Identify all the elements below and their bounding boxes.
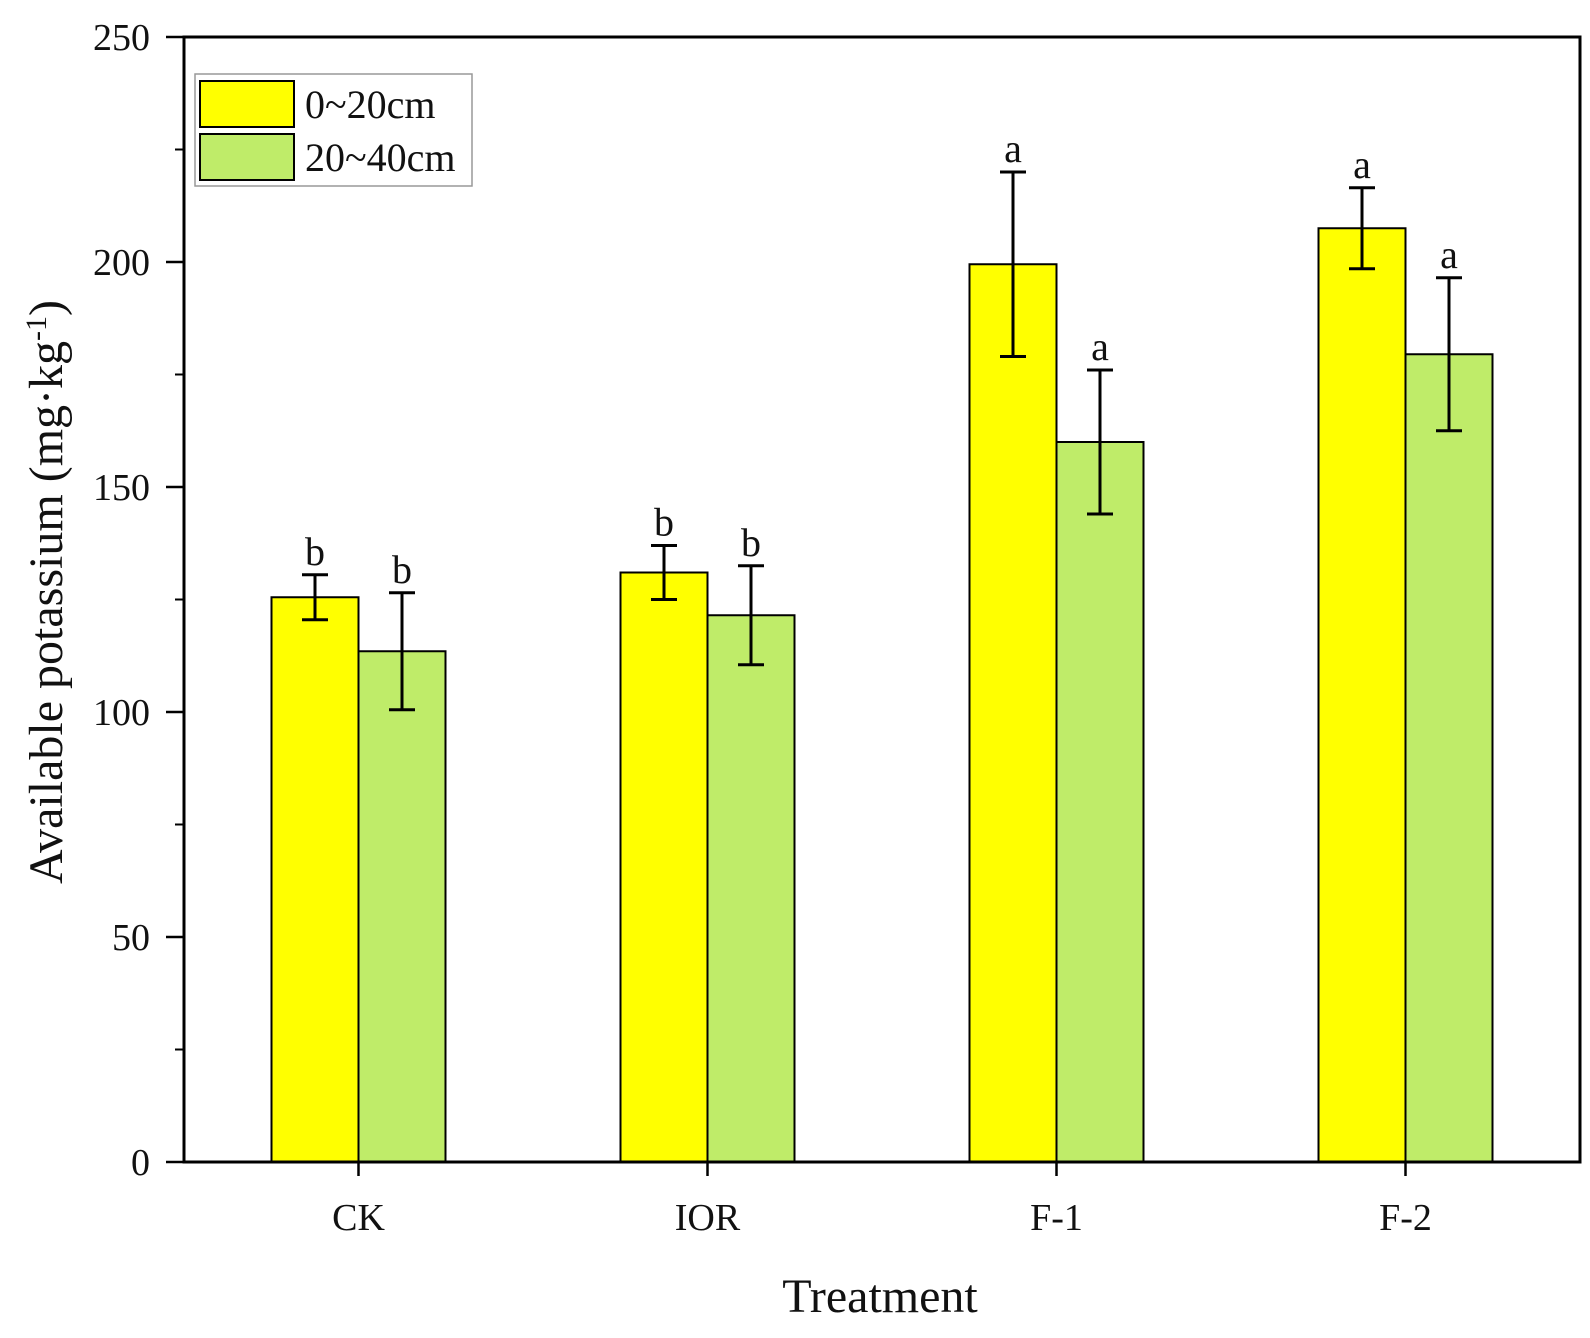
y-tick-label-200: 200 xyxy=(93,242,150,284)
bar-f-2-series-1 xyxy=(1317,227,1407,1163)
x-tick-label-ck: CK xyxy=(332,1197,385,1239)
legend-swatch-series-2 xyxy=(199,133,295,181)
y-tick-label-0: 0 xyxy=(131,1142,150,1184)
significance-ck-series-2: b xyxy=(392,547,412,592)
bars xyxy=(270,227,1494,1163)
legend-swatch-series-1 xyxy=(199,80,295,128)
bar-ck-series-1 xyxy=(270,596,360,1163)
bar-f-2-series-2 xyxy=(1404,353,1494,1163)
axes: CK IOR F-1 F-2 0 50 100 150 200 250 xyxy=(93,17,1582,1239)
significance-ior-series-2: b xyxy=(741,520,761,565)
significance-f-2-series-2: a xyxy=(1440,232,1458,277)
error-bars xyxy=(302,170,1462,712)
significance-f-1-series-1: a xyxy=(1004,126,1022,171)
bar-ior-series-2 xyxy=(706,614,796,1163)
bar-f-1-series-2 xyxy=(1055,441,1145,1163)
significance-ck-series-1: b xyxy=(305,529,325,574)
significance-ior-series-1: b xyxy=(654,500,674,545)
bar-ior-series-1 xyxy=(619,571,709,1163)
y-tick-label-250: 250 xyxy=(93,17,150,59)
y-tick-label-100: 100 xyxy=(93,692,150,734)
significance-f-1-series-2: a xyxy=(1091,324,1109,369)
y-axis-title-superscript: -1 xyxy=(20,316,53,341)
x-axis-title: Treatment xyxy=(782,1270,978,1323)
x-tick-label-f-1: F-1 xyxy=(1030,1197,1083,1239)
bar-f-1-series-1 xyxy=(968,263,1058,1163)
y-axis-title: Available potassium (mg·kg-1) xyxy=(20,300,73,884)
y-tick-label-150: 150 xyxy=(93,467,150,509)
significance-labels: b b b b a a a a xyxy=(305,126,1458,592)
y-axis-title-main: Available potassium (mg·kg xyxy=(20,341,73,884)
legend: 0~20cm 20~40cm xyxy=(194,73,473,187)
legend-label-series-1: 0~20cm xyxy=(305,82,436,127)
y-tick-label-50: 50 xyxy=(112,917,150,959)
significance-f-2-series-1: a xyxy=(1353,142,1371,187)
legend-label-series-2: 20~40cm xyxy=(305,135,456,180)
x-tick-label-f-2: F-2 xyxy=(1379,1197,1432,1239)
x-tick-label-ior: IOR xyxy=(675,1197,741,1239)
bar-ck-series-2 xyxy=(357,650,447,1163)
y-axis-title-close: ) xyxy=(20,300,73,316)
